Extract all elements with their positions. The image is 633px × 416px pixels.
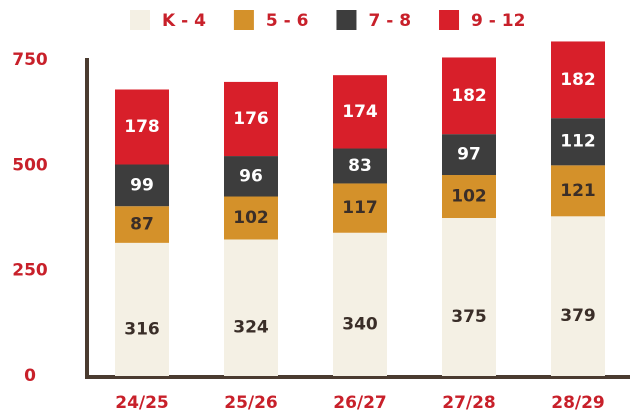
bar-segment	[442, 175, 496, 218]
legend-swatch	[336, 10, 357, 30]
bar-segment	[333, 148, 387, 184]
data-label: 178	[124, 117, 160, 137]
bar-segment	[551, 216, 605, 376]
legend-swatch	[130, 10, 150, 30]
data-label: 97	[457, 145, 481, 165]
data-label: 99	[130, 175, 154, 195]
legend-swatch	[233, 10, 254, 30]
y-tick-label: 250	[12, 261, 48, 281]
legend-label: 5 - 6	[266, 11, 309, 31]
data-label: 83	[348, 156, 372, 176]
data-label: 87	[130, 215, 154, 235]
x-tick-label: 26/27	[333, 393, 387, 413]
legend-label: 9 - 12	[471, 11, 525, 31]
x-tick-label: 28/29	[551, 393, 605, 413]
data-label: 324	[233, 318, 269, 338]
bar-segment	[115, 164, 169, 207]
bar-segment	[551, 41, 605, 119]
data-label: 182	[560, 70, 596, 90]
bar-segment	[333, 75, 387, 149]
data-label: 379	[560, 306, 596, 326]
data-label: 112	[560, 132, 596, 152]
bar-segment	[224, 196, 278, 240]
bar-segment	[115, 206, 169, 243]
data-label: 375	[451, 307, 487, 327]
bar-segment	[333, 232, 387, 376]
data-label: 96	[239, 166, 263, 186]
data-label: 182	[451, 86, 487, 106]
y-tick-label: 500	[12, 155, 48, 175]
bar-segment	[333, 183, 387, 233]
bar-segment	[551, 165, 605, 217]
data-label: 174	[342, 102, 378, 122]
y-tick-label: 0	[24, 366, 36, 386]
bar-segment	[224, 239, 278, 376]
legend-swatch	[439, 10, 460, 30]
data-label: 117	[342, 198, 378, 218]
bar-segment	[442, 134, 496, 176]
x-tick-label: 24/25	[115, 393, 169, 413]
y-tick-label: 750	[12, 50, 48, 70]
bar-segment	[224, 81, 278, 157]
legend-label: K - 4	[162, 11, 206, 31]
data-label: 340	[342, 314, 378, 334]
data-label: 102	[451, 187, 487, 207]
data-label: 102	[233, 208, 269, 228]
x-tick-label: 27/28	[442, 393, 496, 413]
data-label: 176	[233, 109, 269, 129]
legend-label: 7 - 8	[368, 11, 411, 31]
bar-segment	[115, 242, 169, 376]
bar-segment	[551, 118, 605, 166]
bar-segment	[442, 218, 496, 376]
x-tick-label: 25/26	[224, 393, 278, 413]
bar-segment	[224, 156, 278, 197]
data-label: 316	[124, 319, 160, 339]
bar-segment	[115, 89, 169, 165]
bar-segment	[442, 57, 496, 135]
data-label: 121	[560, 181, 596, 201]
